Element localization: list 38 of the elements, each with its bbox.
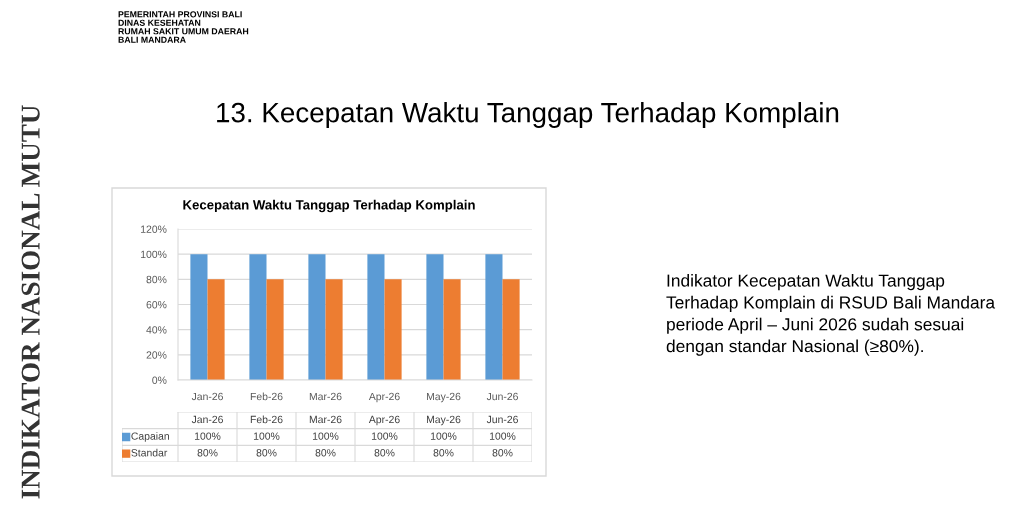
data-label: 100% bbox=[312, 432, 339, 440]
y-tick-label: 120% bbox=[141, 225, 167, 233]
category-label: Jun-26 bbox=[486, 415, 518, 424]
x-tick-label: Apr-26 bbox=[368, 392, 400, 403]
category-label: Mar-26 bbox=[309, 415, 342, 424]
data-label: 100% bbox=[194, 432, 221, 440]
y-tick-label: 40% bbox=[146, 326, 167, 334]
category-label: Feb-26 bbox=[250, 415, 283, 424]
data-label: 100% bbox=[253, 432, 280, 440]
category-label: May-26 bbox=[426, 415, 461, 426]
y-tick-label: 20% bbox=[146, 351, 167, 359]
data-label: 80% bbox=[374, 449, 395, 457]
y-tick-label: 0% bbox=[152, 376, 167, 384]
y-tick-label: 60% bbox=[146, 301, 167, 309]
x-tick-label: Feb-26 bbox=[250, 392, 283, 401]
text: 13. Kecepatan Waktu Tanggap Terhadap Komplain bbox=[217, 102, 839, 128]
data-label: 100% bbox=[430, 432, 457, 440]
x-tick-label: Jun-26 bbox=[486, 392, 518, 401]
data-label: 80% bbox=[492, 449, 513, 457]
legend-label: Standar bbox=[131, 448, 168, 457]
data-label: 80% bbox=[433, 449, 454, 457]
text: INDIKATOR NASIONAL MUTU bbox=[21, 105, 40, 499]
x-tick-label: Mar-26 bbox=[309, 392, 342, 401]
y-tick-label: 80% bbox=[146, 275, 167, 284]
y-tick-label: 100% bbox=[141, 250, 167, 259]
data-label: 100% bbox=[489, 432, 516, 440]
category-label: Apr-26 bbox=[368, 415, 400, 426]
data-label: 80% bbox=[197, 449, 218, 457]
text: Indikator Kecepatan Waktu Tanggap Terhadap Komplain di RSUD Bali Mandara periode April – Juni 2026 sudah sesuai dengan standar Nasional (≥80%). bbox=[666, 274, 996, 356]
category-label: Jan-26 bbox=[191, 415, 223, 424]
x-tick-label: May-26 bbox=[426, 392, 461, 403]
data-label: 80% bbox=[315, 449, 336, 457]
chart-title: Kecepatan Waktu Tanggap Terhadap Komplain bbox=[183, 199, 475, 213]
text: PEMERINTAH PROVINSI BALI DINAS KESEHATAN RUMAH SAKIT UMUM DAERAH BALI MANDARA bbox=[118, 11, 249, 43]
data-label: 80% bbox=[256, 449, 277, 457]
data-label: 100% bbox=[371, 432, 398, 440]
legend-label: Capaian bbox=[131, 432, 169, 442]
x-tick-label: Jan-26 bbox=[191, 392, 223, 401]
